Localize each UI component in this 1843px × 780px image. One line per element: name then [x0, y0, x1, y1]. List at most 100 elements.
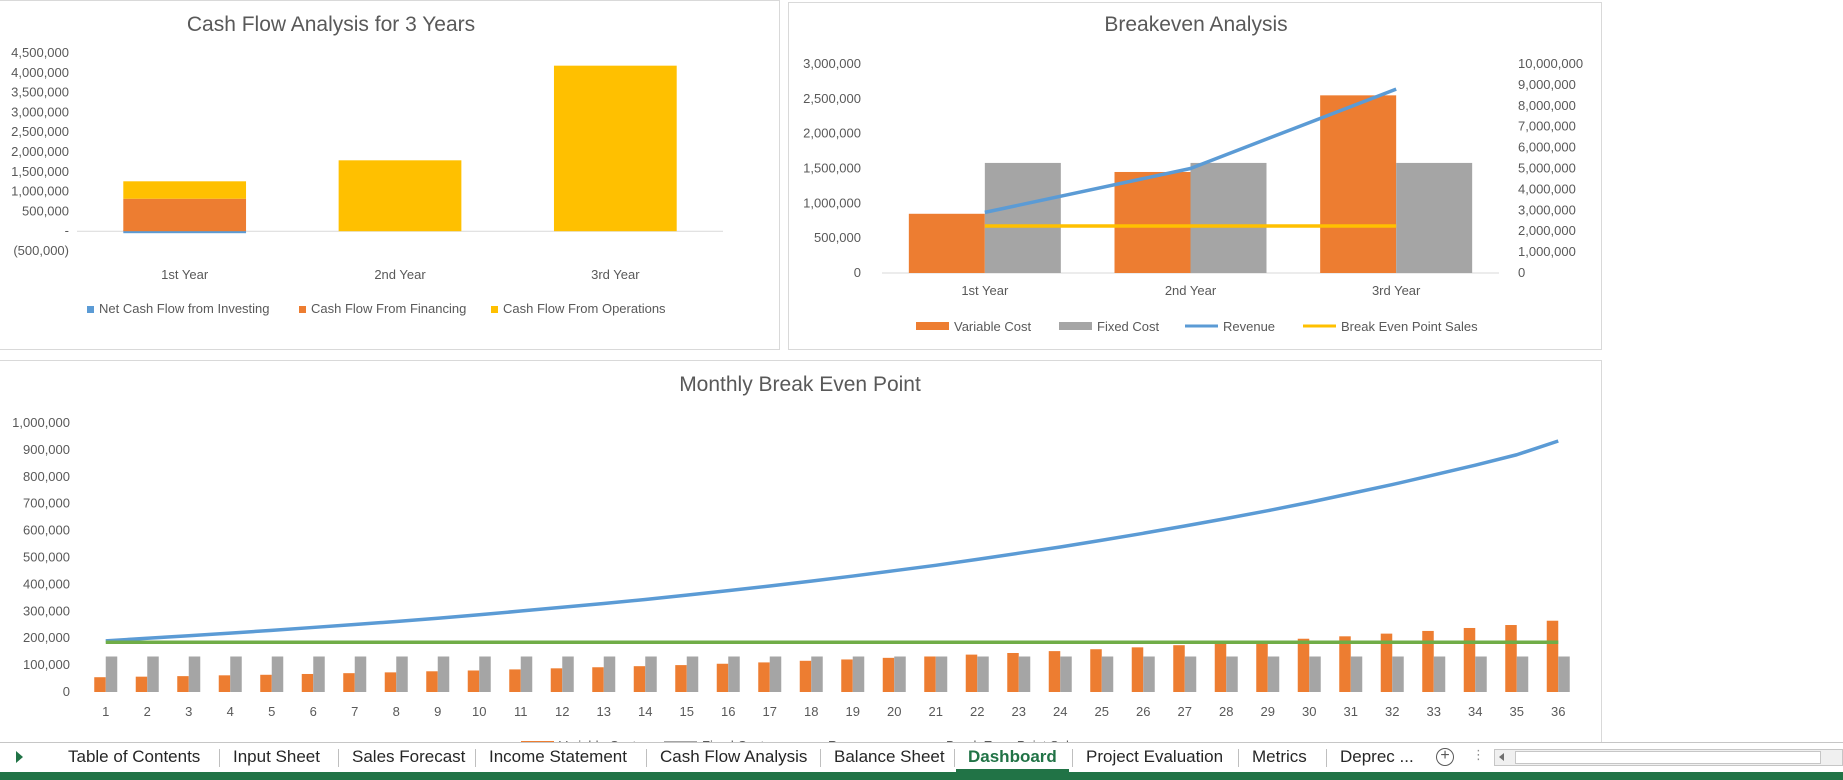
bar-cash-flow-from-financing [123, 198, 247, 232]
y-tick-label: 4,500,000 [11, 45, 69, 60]
x-tick-label: 14 [638, 704, 652, 719]
y-tick-label: 300,000 [23, 603, 70, 618]
x-tick-label: 4 [227, 704, 234, 719]
x-tick-label: 1 [102, 704, 109, 719]
sheet-tab[interactable]: Table of Contents [68, 747, 201, 766]
bar-variable-cost [592, 667, 604, 692]
x-tick-label: 27 [1178, 704, 1192, 719]
bar-cash-flow-from-operations [553, 65, 677, 232]
sheet-tab[interactable]: Sales Forecast [352, 747, 466, 766]
legend-marker [916, 322, 949, 330]
bar-variable-cost [135, 676, 148, 692]
tab-separator [338, 749, 339, 767]
x-tick-label: 34 [1468, 704, 1482, 719]
bar-variable-cost [1320, 95, 1397, 273]
sheet-tab[interactable]: Input Sheet [233, 747, 320, 766]
legend-label: Revenue [1223, 319, 1275, 334]
x-tick-label: 6 [310, 704, 317, 719]
bar-variable-cost [177, 676, 189, 692]
bar-fixed-cost [894, 656, 906, 692]
y2-tick-label: 10,000,000 [1518, 56, 1583, 71]
bar-fixed-cost [313, 656, 325, 692]
tab-separator [646, 749, 647, 767]
y2-tick-label: 1,000,000 [1518, 244, 1576, 259]
bar-variable-cost [799, 660, 812, 692]
sheet-tab[interactable]: Dashboard [956, 743, 1069, 772]
x-tick-label: 26 [1136, 704, 1150, 719]
tab-split-handle-icon[interactable]: ⋮ [1472, 747, 1486, 762]
bar-fixed-cost [603, 656, 616, 692]
horizontal-scrollbar[interactable] [1494, 749, 1843, 766]
y2-tick-label: 6,000,000 [1518, 140, 1576, 155]
x-tick-label: 16 [721, 704, 735, 719]
breakeven-chart[interactable]: Breakeven Analysis 3,000,000 2,500,000 2,00… [788, 2, 1602, 350]
sheet-scroll-arrow-icon[interactable] [16, 751, 23, 763]
bar-variable-cost [94, 677, 106, 692]
sheet-tab[interactable]: Balance Sheet [834, 747, 945, 766]
line-revenue [984, 87, 1397, 215]
bar-variable-cost [1007, 652, 1019, 692]
y2-tick-label: 9,000,000 [1518, 77, 1576, 92]
bar-fixed-cost [769, 656, 782, 692]
bar-fixed-cost [1184, 656, 1197, 692]
bar-variable-cost [882, 657, 895, 692]
y-tick-label: 100,000 [23, 657, 70, 672]
bar-variable-cost [841, 659, 853, 692]
bar-fixed-cost [1558, 656, 1570, 692]
bar-fixed-cost [1433, 656, 1446, 692]
y-tick-label: 1,500,000 [803, 161, 861, 176]
sheet-tab[interactable]: Project Evaluation [1086, 747, 1224, 766]
legend-label: Cash Flow From Operations [503, 301, 666, 316]
bar-variable-cost [1463, 627, 1476, 692]
bar-fixed-cost [479, 656, 491, 692]
sheet-tab[interactable]: Metrics [1252, 747, 1307, 766]
bar-variable-cost [924, 656, 936, 692]
y-tick-label: 0 [854, 265, 861, 280]
x-tick-label: 22 [970, 704, 984, 719]
y2-tick-label: 4,000,000 [1518, 181, 1576, 196]
bar-variable-cost [1048, 651, 1061, 692]
sheet-tab-bar: Table of Contents Input Sheet Sales Foreca… [0, 742, 1843, 772]
x-tick-label: 15 [680, 704, 694, 719]
y2-tick-label: 5,000,000 [1518, 161, 1576, 176]
x-tick-label: 35 [1510, 704, 1524, 719]
bar-fixed-cost [562, 656, 574, 692]
scroll-left-icon[interactable] [1499, 753, 1504, 761]
cash-flow-chart[interactable]: Cash Flow Analysis for 3 Years 4,500,000 4… [0, 0, 780, 350]
bar-variable-cost [675, 665, 687, 692]
monthly-break-even-chart[interactable]: Monthly Break Even Point 1,000,000 900,000… [0, 360, 1602, 753]
x-tick-label: 3rd Year [1372, 283, 1421, 298]
bar-fixed-cost [1101, 656, 1114, 692]
tab-separator [1238, 749, 1239, 767]
bar-variable-cost [1505, 625, 1517, 692]
bar-fixed-cost [188, 656, 201, 692]
add-sheet-button[interactable]: + [1436, 748, 1454, 766]
bar-fixed-cost [1396, 162, 1473, 273]
sheet-tab[interactable]: Income Statement [489, 747, 627, 766]
bar-variable-cost [908, 213, 985, 273]
bar-fixed-cost [1018, 656, 1031, 692]
legend-label: Fixed Cost [1097, 319, 1160, 334]
bar-fixed-cost [271, 656, 284, 692]
sheet-tab[interactable]: Cash Flow Analysis [660, 747, 808, 766]
y-tick-label: 1,000,000 [803, 195, 861, 210]
chart-title: Breakeven Analysis [1104, 13, 1287, 36]
bar-fixed-cost [230, 656, 242, 692]
scrollbar-thumb[interactable] [1515, 751, 1821, 764]
bar-variable-cost [1173, 645, 1185, 692]
x-tick-label: 24 [1053, 704, 1067, 719]
legend-marker [299, 306, 306, 313]
bar-fixed-cost [1350, 656, 1363, 692]
bar-variable-cost [1090, 649, 1102, 692]
y2-tick-label: 3,000,000 [1518, 202, 1576, 217]
tab-separator [1072, 749, 1073, 767]
sheet-tab[interactable]: Deprec ... [1340, 747, 1414, 766]
y-tick-label: 2,500,000 [11, 124, 69, 139]
x-tick-label: 7 [351, 704, 358, 719]
bar-variable-cost [1131, 647, 1144, 692]
bar-variable-cost [343, 673, 355, 692]
bar-fixed-cost [520, 656, 533, 692]
tab-separator [820, 749, 821, 767]
y-tick-label: 900,000 [23, 442, 70, 457]
bar-net-cash-flow-from-investing [123, 230, 247, 234]
